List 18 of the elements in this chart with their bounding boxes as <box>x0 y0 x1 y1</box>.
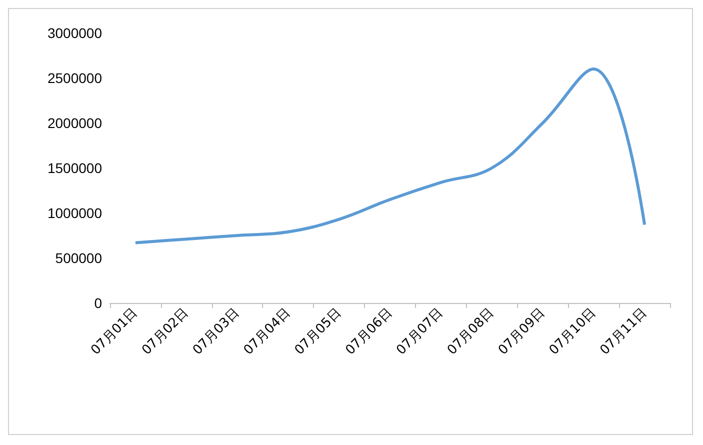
x-tick-label: 07月03日 <box>190 306 243 358</box>
line-series <box>134 68 646 244</box>
x-tick-label: 07月06日 <box>342 306 396 358</box>
y-tick-label: 1000000 <box>47 205 102 221</box>
y-tick-label: 2000000 <box>47 115 102 131</box>
y-tick-label: 2500000 <box>47 70 102 86</box>
x-tick-label: 07月02日 <box>139 306 192 358</box>
y-tick-label: 0 <box>94 295 102 311</box>
y-tick-label: 1500000 <box>47 160 102 176</box>
x-tick-label: 07月09日 <box>496 306 548 358</box>
x-tick-label: 07月10日 <box>546 306 599 358</box>
x-tick-label: 07月07日 <box>394 306 446 358</box>
y-tick-label: 3000000 <box>47 25 102 41</box>
y-tick-label: 500000 <box>55 250 102 266</box>
x-tick-label: 07月05日 <box>292 306 344 358</box>
x-tick-label: 07月04日 <box>241 306 294 358</box>
x-tick-label: 07月11日 <box>597 306 650 358</box>
x-tick-label: 07月08日 <box>444 306 498 358</box>
